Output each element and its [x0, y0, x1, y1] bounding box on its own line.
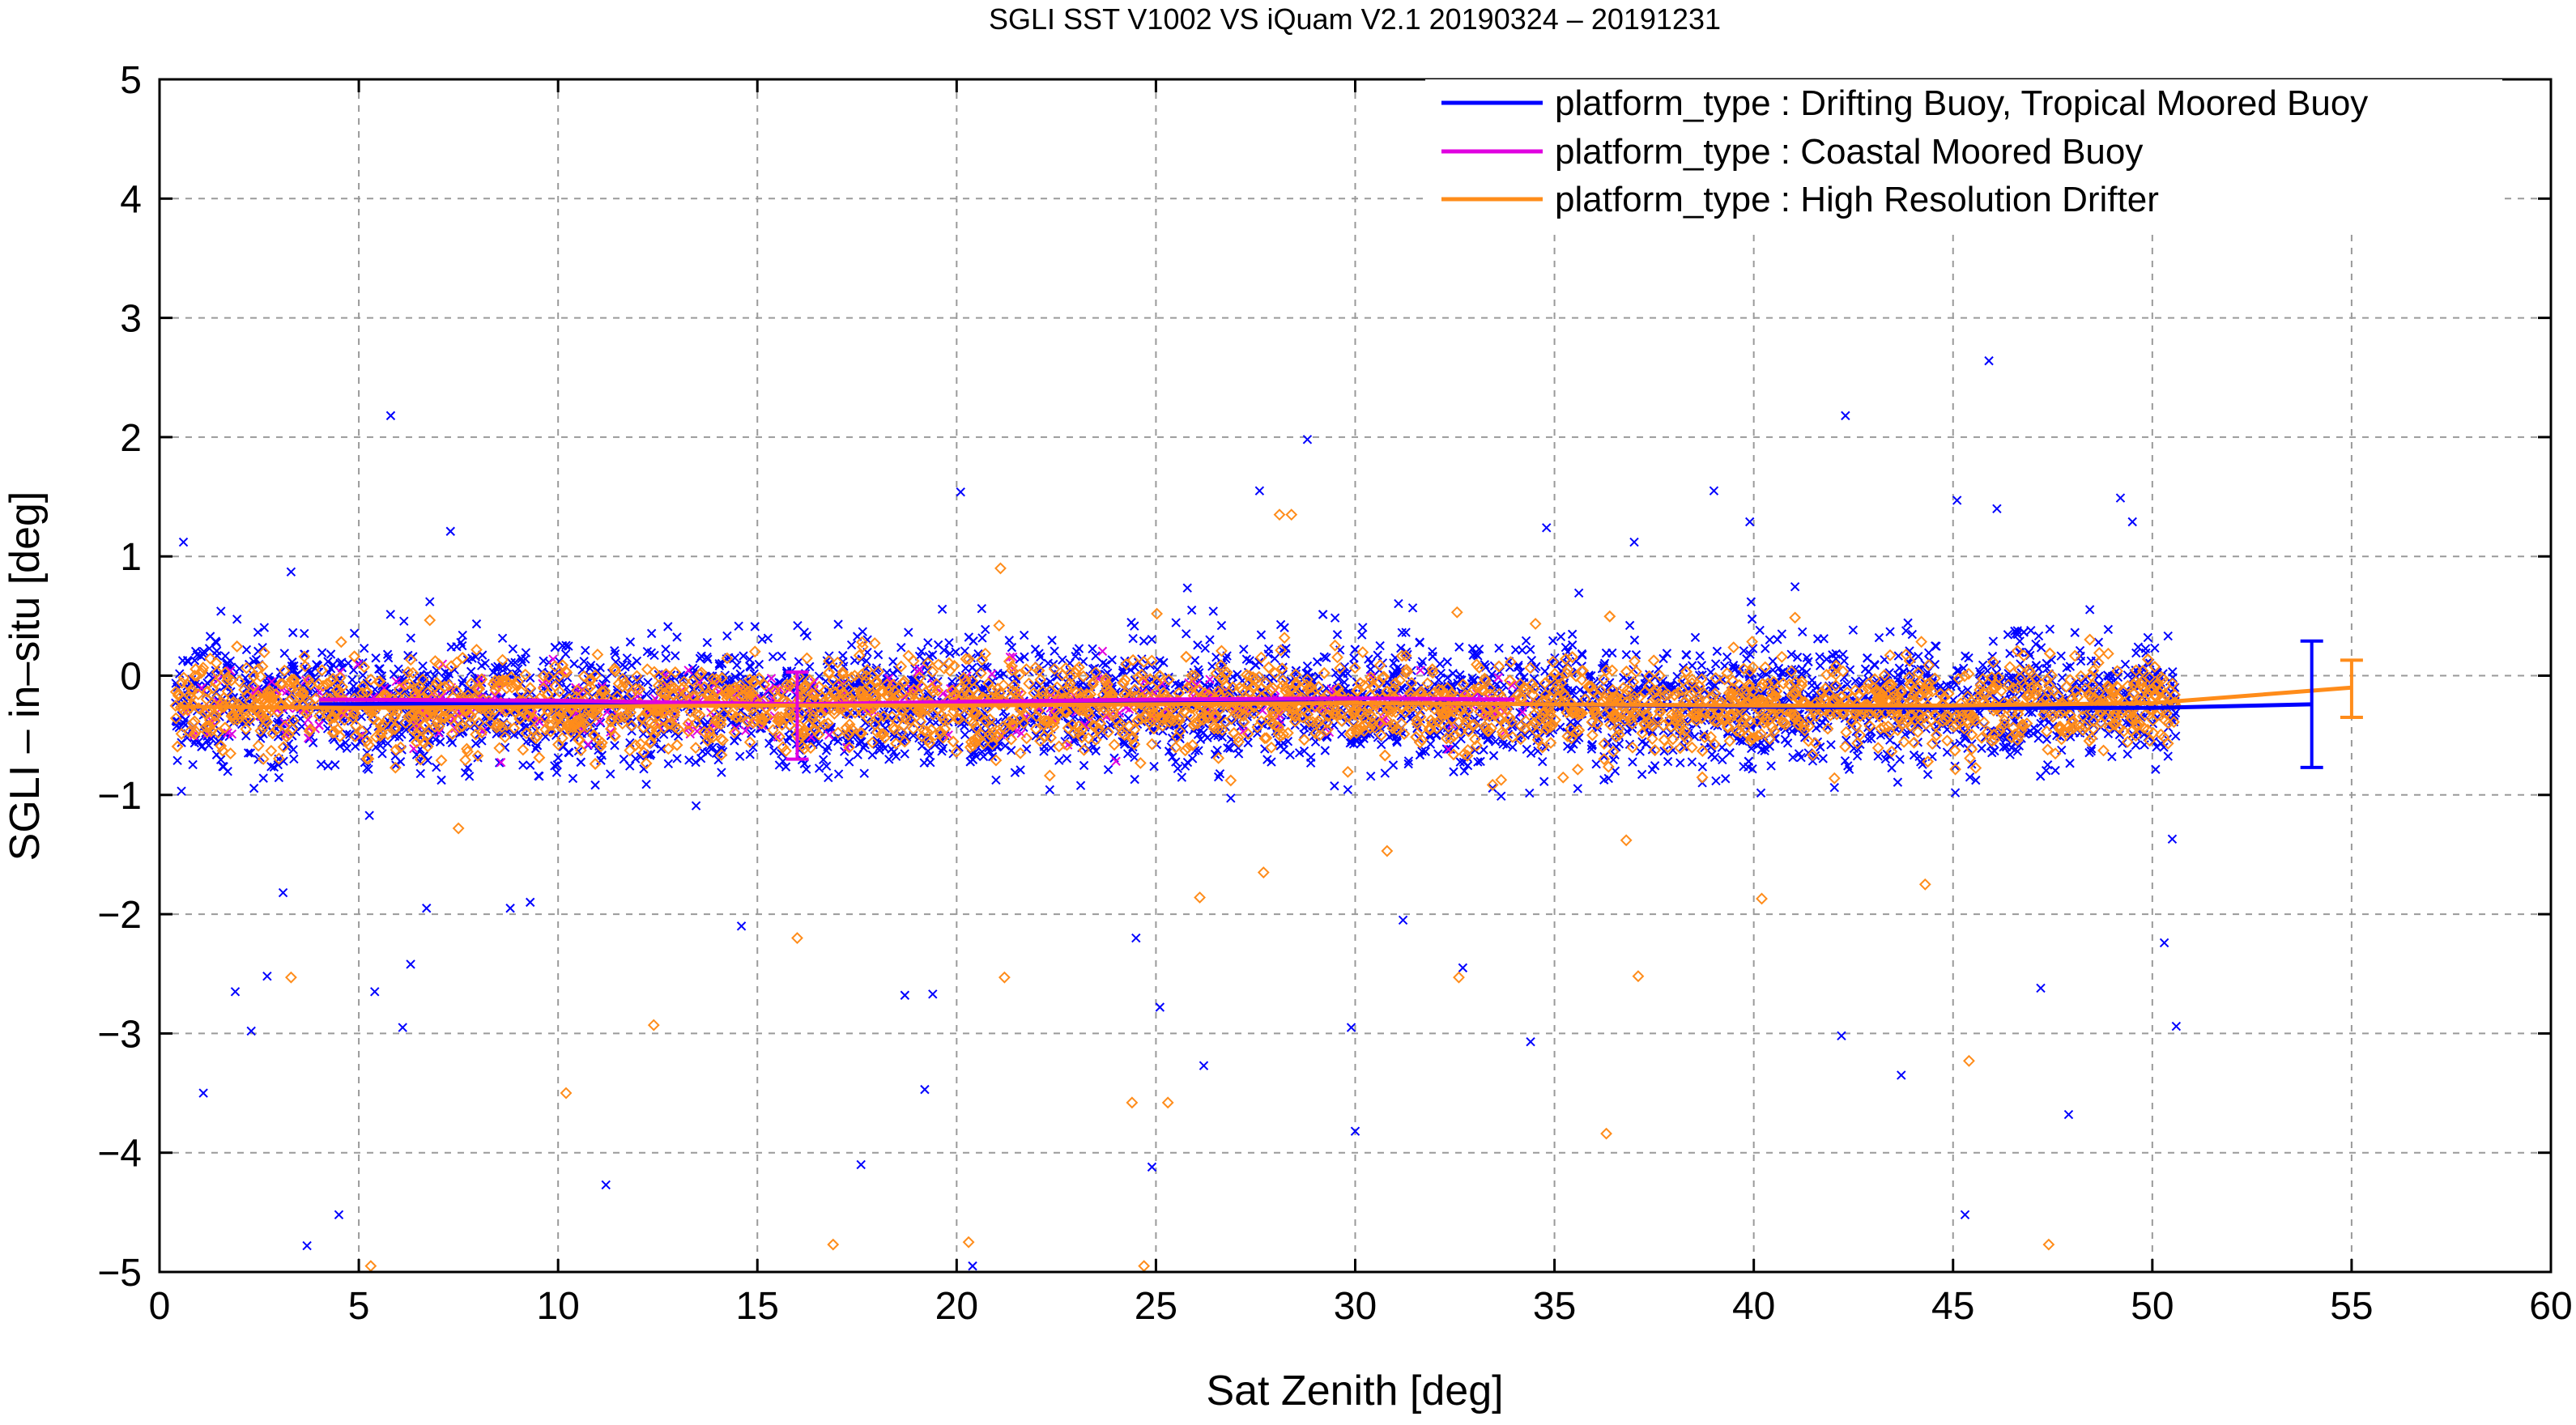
- chart-root: 051015202530354045505560 −5−4−3−2−101234…: [0, 0, 2576, 1421]
- scatter-chart: 051015202530354045505560 −5−4−3−2−101234…: [0, 0, 2576, 1421]
